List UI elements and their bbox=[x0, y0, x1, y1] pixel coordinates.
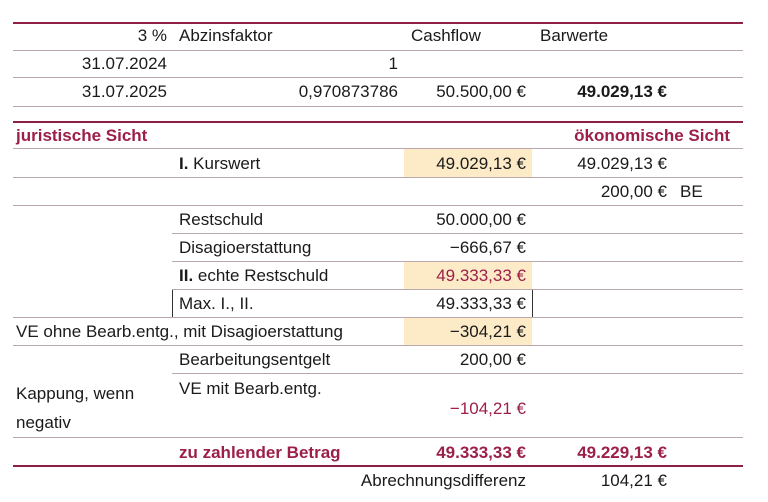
echte-restschuld-value: 49.333,33 € bbox=[436, 266, 526, 285]
max-label: Max. I., II. bbox=[179, 294, 254, 313]
differenz-value: 104,21 € bbox=[600, 471, 667, 490]
echte-restschuld-label: II. echte Restschuld bbox=[179, 266, 328, 286]
row2-cashflow: 50.500,00 € bbox=[436, 82, 526, 101]
zahlbetrag-oek-value: 49.229,13 € bbox=[577, 443, 667, 462]
divider bbox=[13, 148, 743, 149]
bearbeitung-value: 200,00 € bbox=[459, 350, 526, 369]
row2-barwert: 49.029,13 € bbox=[577, 82, 667, 101]
ve-mit-value: −104,21 € bbox=[449, 399, 526, 418]
zahlbetrag-label: zu zahlender Betrag bbox=[179, 443, 341, 462]
divider bbox=[13, 437, 743, 438]
divider bbox=[172, 261, 743, 262]
divider bbox=[13, 177, 743, 178]
divider bbox=[13, 50, 743, 51]
echte-restschuld-roman: II. bbox=[179, 266, 194, 285]
ve-ohne-value: −304,21 € bbox=[449, 322, 526, 341]
divider bbox=[13, 106, 743, 107]
differenz-label: Abrechnungsdifferenz bbox=[360, 471, 526, 490]
divider bbox=[172, 233, 743, 234]
rate-label: 3 % bbox=[137, 26, 167, 45]
divider bbox=[13, 345, 743, 346]
kurswert-text: Kurswert bbox=[188, 154, 261, 173]
divider bbox=[172, 373, 743, 374]
divider bbox=[13, 317, 743, 318]
juristische-sicht-heading: juristische Sicht bbox=[16, 126, 148, 145]
bearbeitung-label: Bearbeitungsentgelt bbox=[179, 350, 331, 369]
echte-restschuld-highlight bbox=[404, 262, 532, 290]
ve-ohne-label: VE ohne Bearb.entg., mit Disagioerstattu… bbox=[16, 322, 343, 341]
row2-factor: 0,970873786 bbox=[298, 82, 398, 101]
kurswert-value: 49.029,13 € bbox=[436, 154, 526, 173]
oekonomische-sicht-heading: ökonomische Sicht bbox=[574, 126, 730, 145]
row1-factor: 1 bbox=[388, 54, 398, 73]
zahlbetrag-value: 49.333,33 € bbox=[436, 443, 526, 462]
be-label: BE bbox=[680, 182, 703, 201]
section-rule bbox=[13, 121, 743, 123]
ve-mit-label: VE mit Bearb.entg. bbox=[179, 379, 322, 398]
disagio-value: −666,67 € bbox=[449, 238, 526, 257]
be-value: 200,00 € bbox=[600, 182, 667, 201]
kappung-line2: negativ bbox=[16, 413, 71, 432]
disagio-label: Disagioerstattung bbox=[179, 238, 312, 257]
max-value: 49.333,33 € bbox=[436, 294, 526, 313]
kurswert-label: I. Kurswert bbox=[179, 154, 260, 174]
top-rule bbox=[13, 22, 743, 24]
cashflow-header: Cashflow bbox=[411, 26, 481, 45]
sum-rule bbox=[13, 465, 743, 467]
divider bbox=[172, 289, 743, 290]
kurswert-oek-value: 49.029,13 € bbox=[577, 154, 667, 173]
kurswert-highlight bbox=[404, 148, 532, 178]
restschuld-value: 50.000,00 € bbox=[436, 210, 526, 229]
abzinsfaktor-header: Abzinsfaktor bbox=[179, 26, 273, 45]
row1-date: 31.07.2024 bbox=[81, 54, 167, 73]
divider bbox=[13, 77, 743, 78]
restschuld-label: Restschuld bbox=[179, 210, 264, 229]
ve-ohne-highlight bbox=[404, 318, 532, 346]
kappung-line1: Kappung, wenn bbox=[16, 384, 135, 403]
row2-date: 31.07.2025 bbox=[81, 82, 167, 101]
echte-restschuld-text: echte Restschuld bbox=[193, 266, 329, 285]
barwerte-header: Barwerte bbox=[540, 26, 609, 45]
kurswert-roman: I. bbox=[179, 154, 189, 173]
divider bbox=[13, 205, 743, 206]
